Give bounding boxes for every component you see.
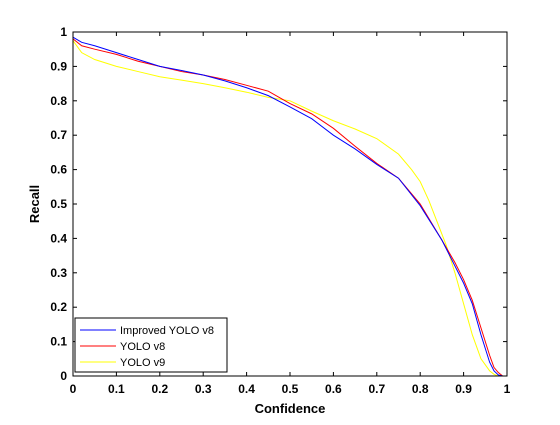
legend: Improved YOLO v8 YOLO v8 YOLO v9 <box>74 317 228 373</box>
series-layer <box>72 36 508 377</box>
y-tick-label: 0.9 <box>50 59 67 73</box>
x-tick-label: 0.6 <box>325 382 342 396</box>
y-tick-label: 0.4 <box>50 231 67 245</box>
series-line-3 <box>72 40 507 377</box>
series-line-2 <box>72 38 508 377</box>
legend-entries: Improved YOLO v8 YOLO v8 YOLO v9 <box>80 325 214 369</box>
x-tick-label: 0.7 <box>368 382 385 396</box>
series-line-1 <box>72 36 507 377</box>
x-axis-label: Confidence <box>255 401 326 416</box>
legend-label-3: YOLO v9 <box>120 357 165 369</box>
y-axis-label: Recall <box>27 185 42 223</box>
legend-label-1: Improved YOLO v8 <box>120 325 214 337</box>
x-tick-label: 0.1 <box>108 382 125 396</box>
x-tick-label: 0.3 <box>195 382 212 396</box>
x-tick-label: 0.9 <box>455 382 472 396</box>
y-tick-label: 0.7 <box>50 128 67 142</box>
ticks-layer: 0 0.1 0.2 0.3 0.4 0.5 0.6 0.7 0.8 0.9 1 0 0.1 0.2 0.3 0… <box>50 25 510 396</box>
y-tick-label: 0.5 <box>50 197 67 211</box>
x-tick-label: 0.4 <box>238 382 255 396</box>
legend-box <box>74 317 228 373</box>
y-tick-label: 0 <box>60 369 67 383</box>
x-tick-label: 1 <box>504 382 511 396</box>
x-tick-label: 0 <box>70 382 77 396</box>
legend-label-2: YOLO v8 <box>120 341 165 353</box>
y-tick-label: 0.8 <box>50 94 67 108</box>
x-tick-label: 0.5 <box>282 382 299 396</box>
x-tick-label: 0.2 <box>151 382 168 396</box>
y-tick-label: 1 <box>60 25 67 39</box>
x-tick-label: 0.8 <box>412 382 429 396</box>
y-tick-label: 0.2 <box>50 300 67 314</box>
y-tick-label: 0.1 <box>50 335 67 349</box>
y-tick-label: 0.6 <box>50 163 67 177</box>
y-tick-label: 0.3 <box>50 266 67 280</box>
